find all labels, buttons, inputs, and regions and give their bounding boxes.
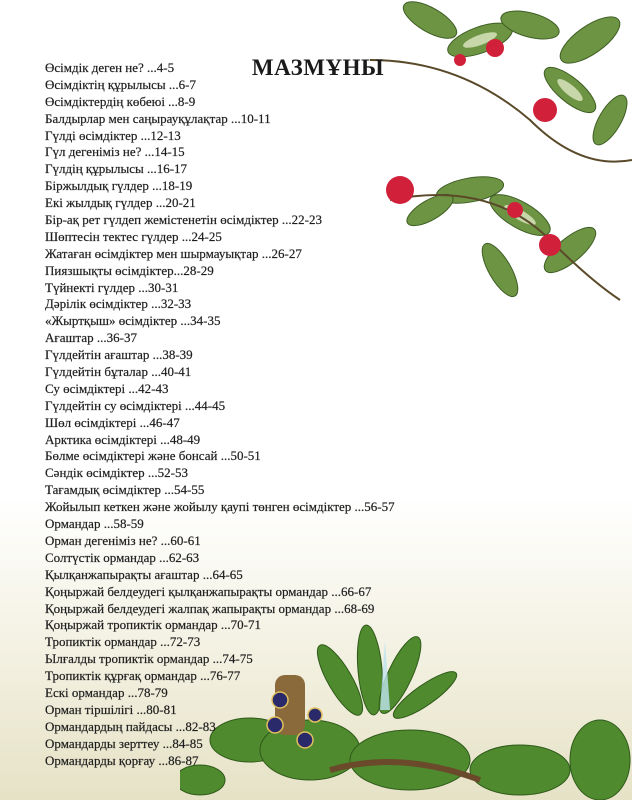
toc-entry: Өсімдіктердің көбеюі ...8-9: [45, 93, 196, 109]
toc-entry: Ылғалды тропиктік ормандар ...74-75: [45, 651, 253, 667]
toc-entry: Гүлдің құрылысы ...16-17: [45, 161, 188, 177]
toc-entry: Орман тіршілігі ...80-81: [45, 701, 177, 717]
toc-entry: Шөптесін тектес гүлдер ...24-25: [45, 228, 222, 244]
toc-entry: Дәрілік өсімдіктер ...32-33: [45, 296, 192, 312]
toc-entry: Пиязшықты өсімдіктер...28-29: [45, 262, 214, 278]
flowering-branch-illustration: [370, 1, 632, 301]
toc-entry: Жойылып кеткен және жойылу қаупі төнген …: [45, 499, 395, 515]
toc-entry: Гүл дегеніміз не? ...14-15: [45, 144, 185, 160]
toc-entry: Бөлме өсімдіктері және бонсай ...50-51: [45, 448, 261, 464]
toc-entry: Гүлдейтін ағаштар ...38-39: [45, 347, 193, 363]
toc-entry: Қылқанжапырақты ағаштар ...64-65: [45, 566, 243, 582]
toc-entry: Шөл өсімдіктері ...46-47: [45, 414, 180, 430]
table-of-contents: Өсімдік деген не? ...4-5 Өсімдіктің құрыл…: [45, 60, 395, 769]
toc-entry: «Жыртқыш» өсімдіктер ...34-35: [45, 313, 221, 329]
toc-entry: Ағаштар ...36-37: [45, 330, 137, 346]
toc-entry: Қоңыржай белдеудегі жалпақ жапырақты орм…: [45, 600, 375, 616]
toc-entry: Тропиктік құрғақ ормандар ...76-77: [45, 668, 241, 684]
toc-entry: Арктика өсімдіктері ...48-49: [45, 431, 201, 447]
toc-entry: Ормандардың пайдасы ...82-83: [45, 718, 216, 734]
toc-entry: Солтүстік ормандар ...62-63: [45, 549, 200, 565]
toc-entry: Бір-ақ рет гүлдеп жемістенетін өсімдікте…: [45, 212, 322, 228]
toc-entry: Сәндік өсімдіктер ...52-53: [45, 465, 188, 481]
toc-entry: Ормандар ...58-59: [45, 516, 144, 532]
toc-entry: Екі жылдық гүлдер ...20-21: [45, 195, 196, 211]
toc-entry: Өсімдіктің құрылысы ...6-7: [45, 76, 196, 92]
toc-entry: Гүлдейтін су өсімдіктері ...44-45: [45, 397, 226, 413]
toc-entry: Ескі ормандар ...78-79: [45, 684, 168, 700]
toc-entry: Гүлді өсімдіктер ...12-13: [45, 127, 181, 143]
toc-entry: Біржылдық гүлдер ...18-19: [45, 178, 193, 194]
tropical-plants-illustration: [180, 624, 631, 800]
toc-entry: Орман дегеніміз не? ...60-61: [45, 532, 201, 548]
toc-entry: Жатаған өсімдіктер мен шырмауықтар ...26…: [45, 245, 302, 261]
toc-entry: Ормандарды қорғау ...86-87: [45, 752, 199, 768]
toc-entry: Гүлдейтін бұталар ...40-41: [45, 364, 192, 380]
toc-entry: Тропиктік ормандар ...72-73: [45, 634, 201, 650]
toc-entry: Тағамдық өсімдіктер ...54-55: [45, 482, 205, 498]
toc-entry: Су өсімдіктері ...42-43: [45, 380, 169, 396]
toc-entry: Түйнекті гүлдер ...30-31: [45, 279, 179, 295]
toc-entry: Балдырлар мен саңырауқұлақтар ...10-11: [45, 110, 271, 126]
toc-entry: Өсімдік деген не? ...4-5: [45, 60, 175, 75]
toc-entry: Қоңыржай белдеудегі қылқанжапырақты орма…: [45, 583, 372, 599]
page-title: МАЗМҰНЫ: [251, 55, 385, 81]
toc-entry: Қоңыржай тропиктік ормандар ...70-71: [45, 617, 261, 633]
toc-entry: Ормандарды зерттеу ...84-85: [45, 735, 203, 751]
